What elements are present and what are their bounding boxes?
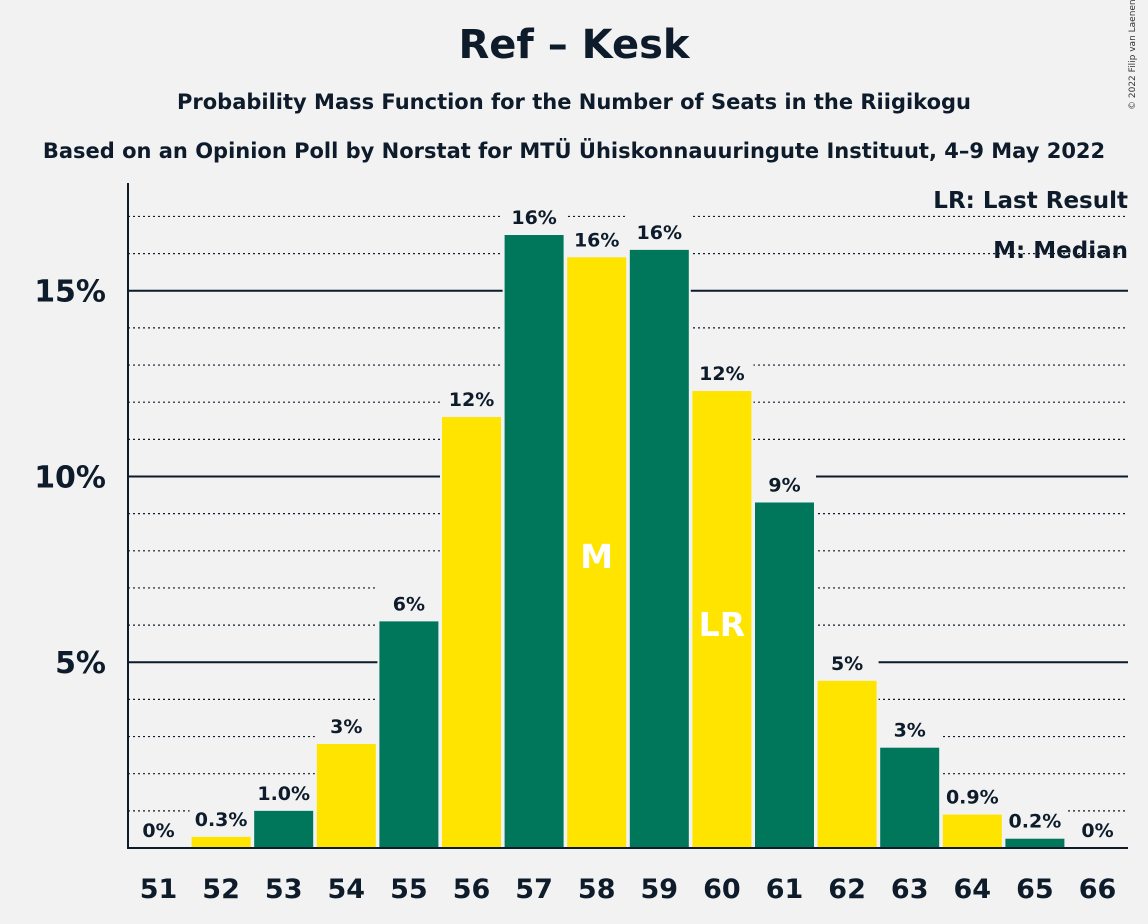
x-tick-label: 59 (641, 874, 679, 905)
y-tick-label: 5% (55, 646, 106, 681)
x-tick-label: 55 (390, 874, 428, 905)
bar-value-label: 3% (894, 720, 926, 742)
x-tick-label: 66 (1079, 874, 1117, 905)
x-tick-label: 60 (703, 874, 741, 905)
x-tick-label: 51 (140, 874, 178, 905)
chart-source-line: Based on an Opinion Poll by Norstat for … (42, 139, 1106, 163)
y-tick-label: 10% (34, 460, 106, 495)
x-tick-label: 63 (891, 874, 929, 905)
bar-value-label: 12% (449, 389, 494, 411)
x-tick-label: 53 (265, 874, 303, 905)
legend-median: M: Median (993, 238, 1128, 264)
bar-value-label: 0% (142, 820, 174, 842)
legend-last-result: LR: Last Result (933, 188, 1128, 214)
bar-seat-59 (629, 249, 689, 848)
bar-value-label: 0.3% (195, 809, 248, 831)
chart-title: Ref – Kesk (458, 22, 690, 68)
x-tick-label: 54 (328, 874, 366, 905)
last-result-marker: LR (699, 605, 745, 644)
x-tick-label: 57 (515, 874, 553, 905)
bars-group: 0% 0.3% 1.0% 3% 6% 12% 16% 16% M 16% 12% LR 9% 5% 3% 0.… (142, 199, 1114, 849)
bar-seat-63 (880, 747, 940, 848)
bar-seat-54 (316, 743, 376, 848)
x-tick-label: 56 (453, 874, 491, 905)
bar-value-label: 5% (831, 653, 863, 675)
bar-seat-58 (567, 257, 627, 849)
bar-value-label: 12% (699, 363, 744, 385)
bar-seat-57 (504, 235, 564, 848)
y-tick-label: 15% (34, 275, 106, 310)
x-tick-label: 61 (766, 874, 804, 905)
bar-value-label: 16% (574, 229, 619, 251)
bar-value-label: 1.0% (257, 783, 310, 805)
chart-subtitle: Probability Mass Function for the Number… (177, 90, 971, 114)
bar-value-label: 16% (511, 207, 556, 229)
x-tick-label: 58 (578, 874, 616, 905)
bar-value-label: 0% (1081, 820, 1113, 842)
bar-value-label: 0.2% (1009, 811, 1062, 833)
x-tick-label: 62 (828, 874, 866, 905)
bar-value-label: 16% (637, 222, 682, 244)
bar-seat-64 (942, 814, 1002, 848)
bar-value-label: 9% (768, 474, 800, 496)
bar-seat-52 (191, 836, 251, 848)
bar-seat-61 (755, 502, 814, 848)
x-tick-label: 65 (1016, 874, 1054, 905)
bar-seat-53 (254, 810, 314, 848)
bar-value-label: 3% (330, 716, 362, 738)
x-tick-label: 52 (202, 874, 240, 905)
bar-value-label: 0.9% (946, 787, 999, 809)
bar-seat-62 (817, 680, 877, 848)
bar-seat-60 (692, 391, 752, 848)
bar-value-label: 6% (393, 593, 425, 615)
bar-seat-56 (442, 417, 501, 848)
median-marker: M (580, 537, 613, 576)
bar-seat-55 (379, 621, 439, 848)
bar-seat-65 (1005, 838, 1065, 848)
x-tick-label: 64 (954, 874, 992, 905)
axes-group: 5% 10% 15% 51 52 53 54 55 56 57 58 59 60 61 62 63 64 65 66 (34, 183, 1128, 905)
